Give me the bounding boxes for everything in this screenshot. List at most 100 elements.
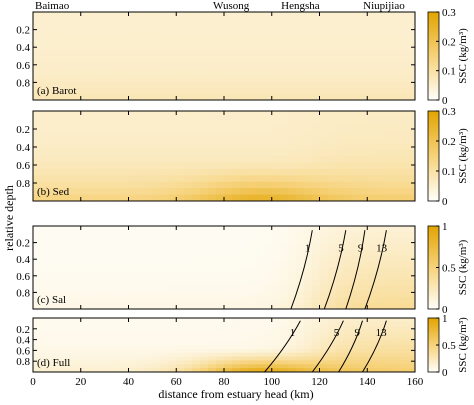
ssc-cell: [120, 333, 130, 338]
ssc-cell: [168, 43, 177, 51]
ssc-cell: [295, 364, 305, 369]
ssc-cell: [160, 168, 169, 176]
ssc-cell: [104, 30, 114, 38]
ssc-cell: [192, 231, 201, 239]
ssc-cell: [327, 87, 337, 95]
ssc-cell: [56, 261, 66, 269]
ssc-cell: [136, 237, 146, 245]
ssc-cell: [255, 149, 265, 157]
ssc-cell: [200, 368, 209, 372]
ssc-cell: [80, 149, 90, 157]
ssc-cell: [144, 356, 153, 362]
ssc-cell: [239, 188, 249, 196]
ssc-cell: [327, 321, 337, 327]
ssc-cell: [33, 249, 42, 257]
ssc-cell: [184, 285, 193, 292]
ssc-cell: [343, 68, 352, 76]
ssc-cell: [88, 255, 98, 263]
ssc-cell: [48, 143, 58, 151]
ssc-cell: [200, 188, 209, 196]
ssc-cell: [271, 12, 281, 19]
ssc-cell: [80, 318, 90, 323]
ssc-cell: [152, 149, 161, 157]
ssc-cell: [168, 249, 177, 257]
ssc-cell: [216, 188, 225, 196]
ssc-cell: [168, 285, 177, 292]
ssc-cell: [96, 62, 106, 70]
ssc-cell: [184, 111, 193, 119]
ssc-cell: [120, 352, 130, 358]
ssc-cell: [327, 348, 337, 354]
ssc-cell: [152, 337, 161, 342]
ssc-cell: [335, 249, 344, 257]
ssc-cell: [359, 37, 368, 45]
ssc-cell: [192, 364, 201, 369]
ssc-cell: [239, 291, 249, 298]
ssc-cell: [152, 188, 161, 196]
ssc-cell: [80, 111, 90, 119]
ssc-cell: [391, 162, 400, 170]
ssc-cell: [168, 156, 177, 164]
ssc-cell: [239, 136, 249, 144]
ssc-cell: [88, 273, 98, 280]
ssc-cell: [184, 30, 193, 38]
ssc-cell: [359, 348, 368, 354]
ssc-cell: [247, 74, 257, 82]
ssc-cell: [383, 226, 392, 233]
ssc-cell: [200, 156, 209, 164]
ssc-cell: [80, 68, 90, 76]
ssc-cell: [319, 285, 329, 292]
ssc-cell: [152, 74, 161, 82]
ssc-cell: [176, 12, 185, 19]
ssc-cell: [152, 329, 161, 335]
ssc-cell: [48, 30, 58, 38]
y-tick-label: 0.6: [16, 345, 30, 357]
ssc-cell: [367, 188, 376, 196]
ssc-cell: [40, 56, 50, 63]
ssc-cell: [176, 243, 185, 251]
ssc-cell: [319, 356, 329, 362]
ssc-cell: [136, 188, 146, 196]
y-tick-label: 0.8: [16, 356, 30, 368]
ssc-cell: [263, 74, 273, 82]
ssc-cell: [176, 143, 185, 151]
ssc-cell: [120, 18, 130, 26]
ssc-cell: [192, 43, 201, 51]
ssc-cell: [303, 93, 313, 100]
ssc-cell: [136, 81, 146, 89]
ssc-cell: [407, 24, 415, 32]
ssc-cell: [33, 348, 42, 354]
ssc-cell: [247, 143, 257, 151]
ssc-cell: [88, 237, 98, 245]
ssc-cell: [176, 360, 185, 365]
ssc-cell: [72, 237, 82, 245]
ssc-cell: [295, 62, 305, 70]
ssc-cell: [192, 18, 201, 26]
ssc-cell: [33, 243, 42, 251]
ssc-cell: [56, 325, 66, 331]
ssc-cell: [56, 24, 66, 32]
ssc-cell: [224, 194, 233, 201]
ssc-cell: [319, 337, 329, 342]
ssc-cell: [168, 168, 177, 176]
ssc-cell: [287, 261, 297, 269]
ssc-cell: [224, 168, 233, 176]
ssc-cell: [144, 360, 153, 365]
ssc-cell: [311, 243, 321, 251]
ssc-cell: [335, 352, 344, 358]
ssc-cell: [239, 249, 249, 257]
ssc-cell: [263, 364, 273, 369]
ssc-cell: [104, 111, 114, 119]
colorbar-tick-label: 0: [442, 196, 448, 208]
ssc-cell: [176, 181, 185, 189]
colorbar-tick-label: 0.2: [442, 136, 456, 148]
ssc-cell: [200, 341, 209, 346]
ssc-cell: [343, 261, 352, 269]
ssc-cell: [295, 68, 305, 76]
ssc-cell: [391, 117, 400, 125]
ssc-cell: [56, 231, 66, 239]
ssc-cell: [72, 249, 82, 257]
y-tick-label: 0.2: [16, 25, 30, 37]
ssc-cell: [33, 318, 42, 323]
ssc-cell: [48, 285, 58, 292]
